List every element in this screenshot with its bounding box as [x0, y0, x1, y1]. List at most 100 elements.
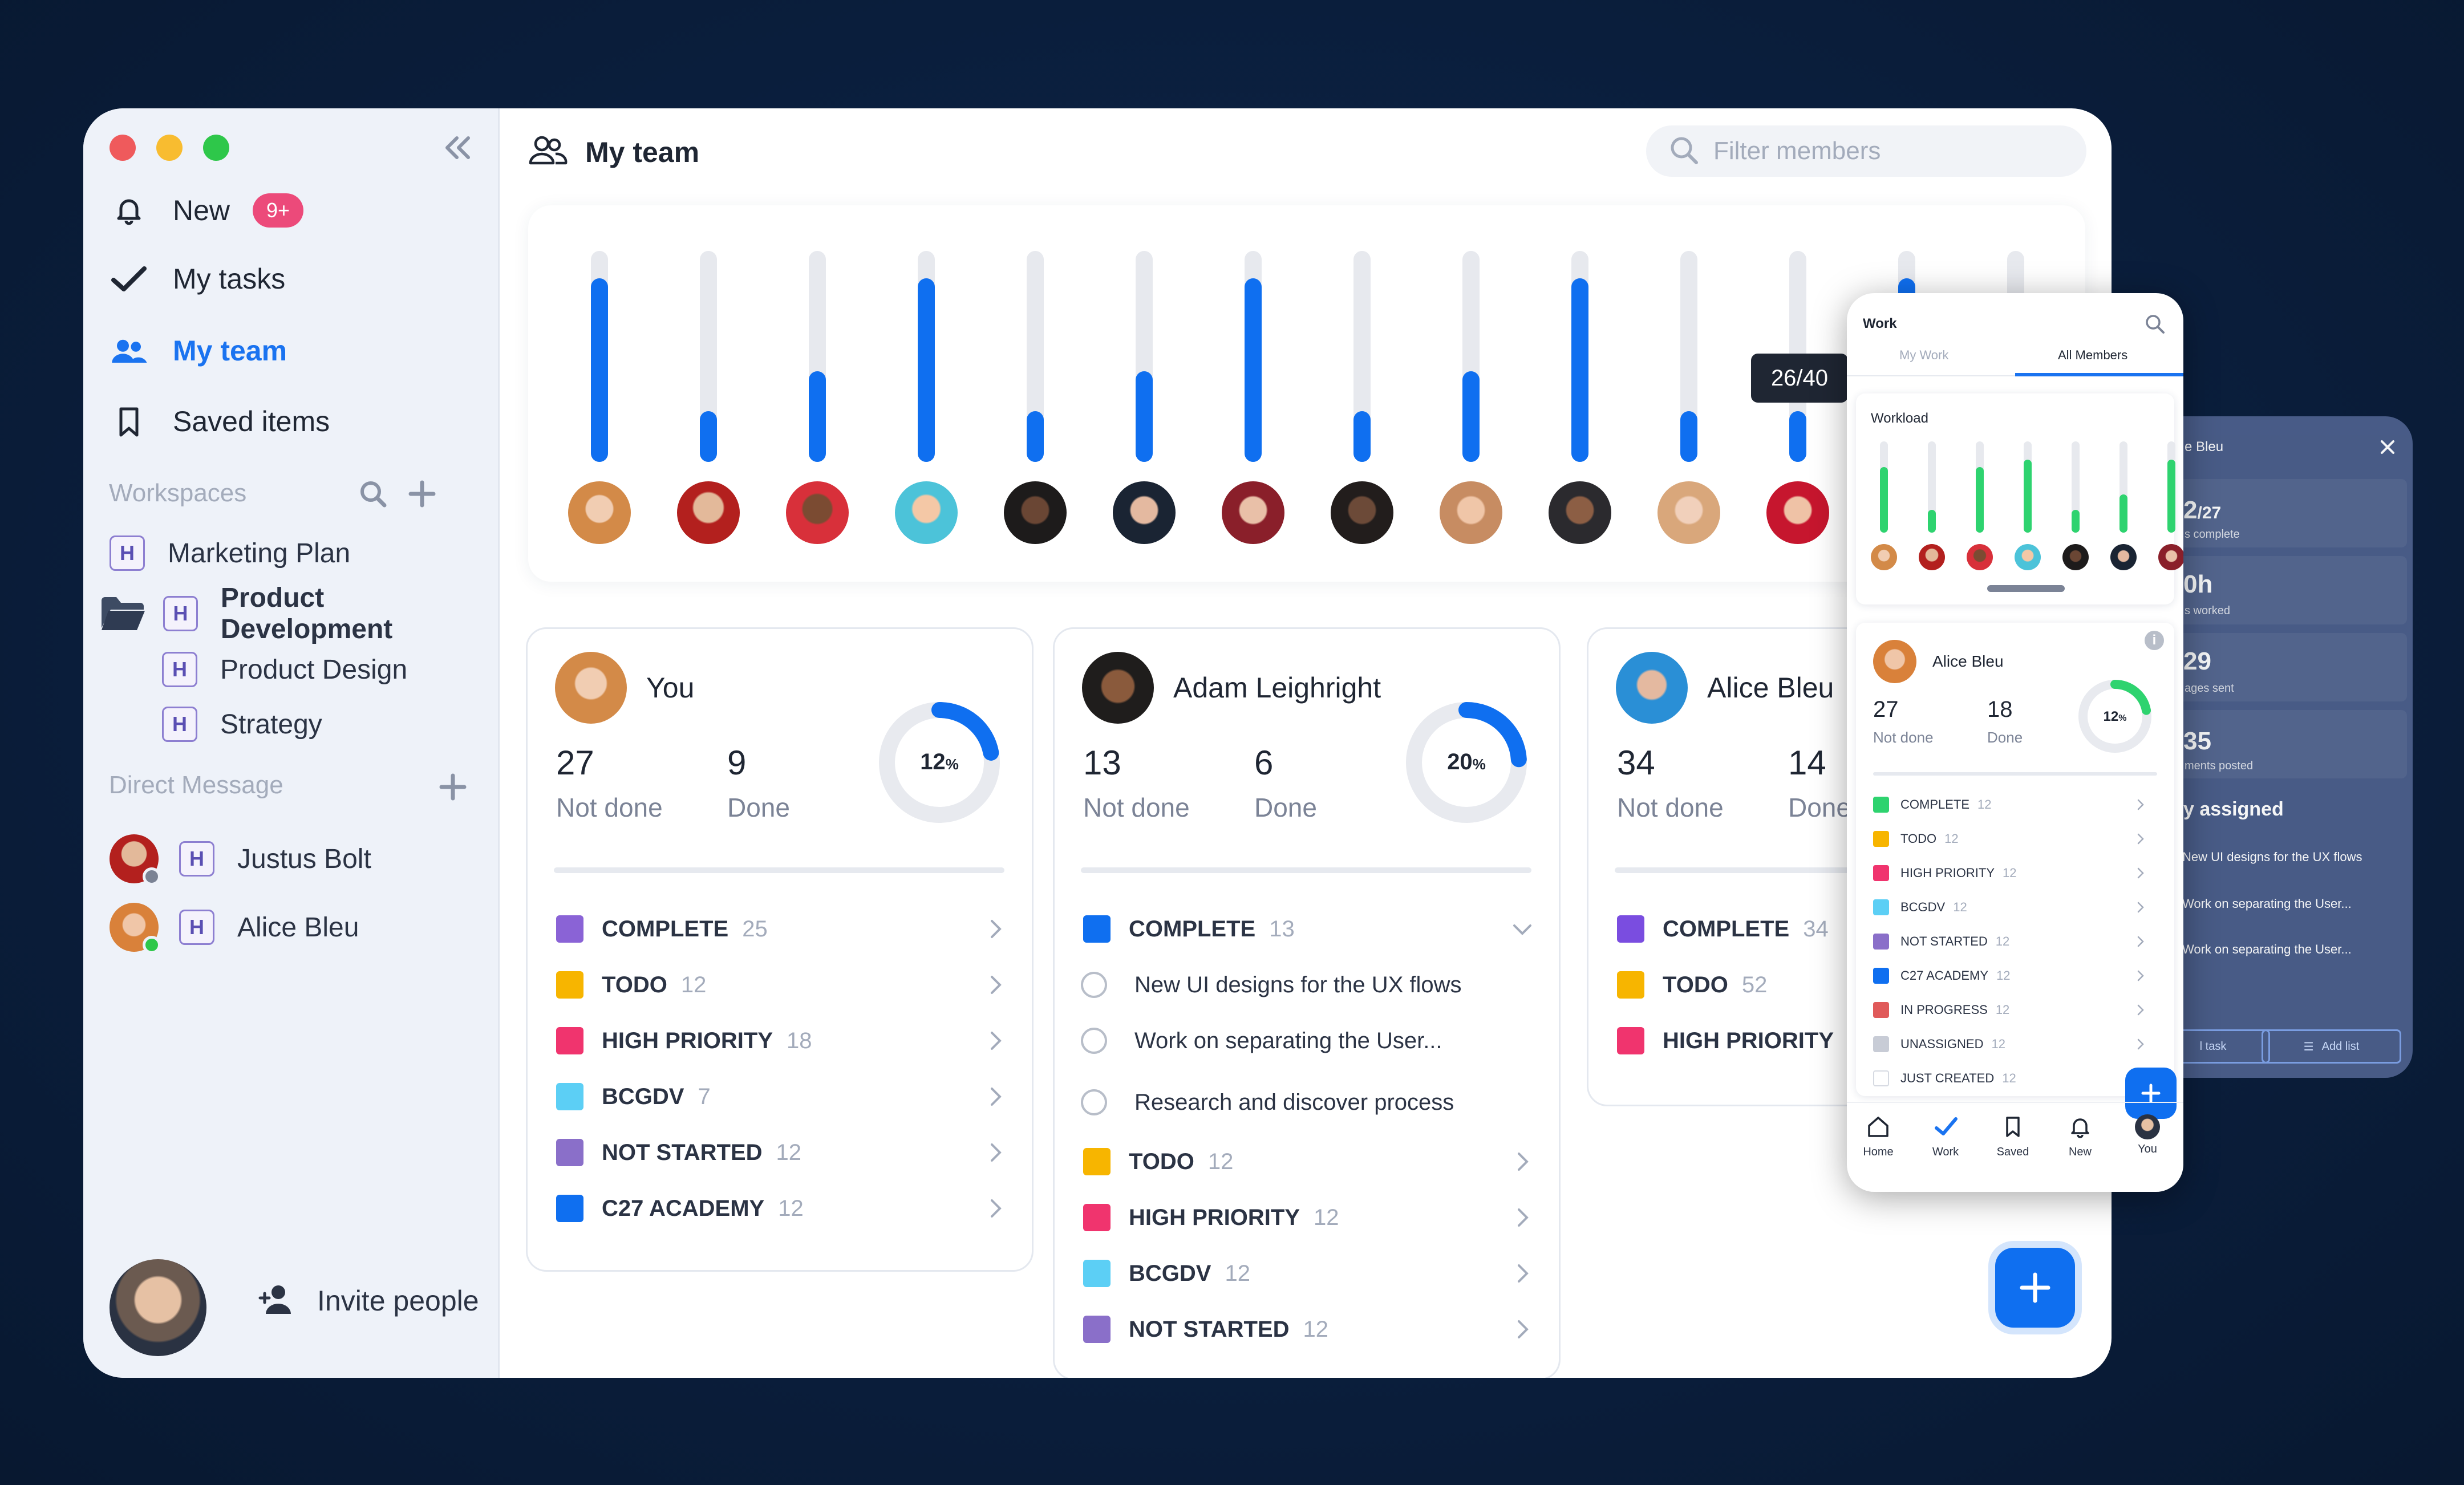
member-avatar[interactable] [895, 481, 958, 544]
member-avatar[interactable] [1440, 481, 1502, 544]
invite-people-button[interactable]: Invite people [254, 1282, 479, 1319]
workload-bar[interactable] [1571, 278, 1588, 462]
mini-workload-bar[interactable] [1976, 467, 1984, 533]
mobile-nav-work[interactable]: Work [1914, 1114, 1977, 1159]
add-button[interactable] [1995, 1248, 2075, 1328]
assigned-task[interactable]: New UI designs for the UX flows [2182, 850, 2362, 864]
add-direct-message-icon[interactable] [437, 771, 469, 809]
member-avatar[interactable] [1657, 481, 1720, 544]
search-icon[interactable] [2143, 313, 2166, 338]
status-row[interactable]: COMPLETE 12 [1873, 792, 2147, 818]
task-checkbox[interactable] [1081, 1028, 1107, 1054]
status-row-complete-expanded[interactable]: COMPLETE 13 [1083, 912, 1534, 946]
mobile-nav-saved[interactable]: Saved [1981, 1114, 2044, 1159]
mini-workload-bar[interactable] [2072, 510, 2080, 533]
filter-members-search[interactable] [1646, 125, 2086, 177]
mini-workload-bar[interactable] [2167, 460, 2175, 533]
workload-bar[interactable] [1462, 371, 1480, 462]
mini-workload-bar[interactable] [1880, 467, 1888, 533]
workload-bar[interactable] [1027, 411, 1044, 462]
workload-bar[interactable] [1353, 411, 1371, 462]
member-avatar[interactable] [1967, 544, 1993, 570]
add-list-button[interactable]: ☰ Add list [2262, 1029, 2401, 1064]
task-item[interactable]: Work on separating the User... [1081, 1024, 1442, 1058]
status-row[interactable]: C27 ACADEMY 12 [556, 1191, 1007, 1226]
member-avatar[interactable] [2158, 544, 2183, 570]
workload-bar[interactable] [809, 371, 826, 462]
status-row[interactable]: TODO 12 [1873, 826, 2147, 852]
mini-workload-bar[interactable] [1928, 510, 1936, 533]
status-row[interactable]: BCGDV 12 [1083, 1256, 1534, 1291]
task-item[interactable]: Research and discover process [1081, 1085, 1454, 1119]
nav-new[interactable]: New 9+ [109, 185, 304, 236]
mobile-member-card[interactable]: Alice Bleu i 27 Not done 18 Done 12% COM… [1856, 623, 2174, 1096]
task-checkbox[interactable] [1081, 1089, 1107, 1115]
search-workspaces-icon[interactable] [357, 478, 389, 516]
member-avatar[interactable] [1004, 481, 1067, 544]
status-row[interactable]: IN PROGRESS 12 [1873, 997, 2147, 1023]
workload-bar[interactable] [1789, 411, 1806, 462]
status-row[interactable]: TODO 12 [556, 968, 1007, 1002]
status-row[interactable]: BCGDV 12 [1873, 894, 2147, 920]
tab-all-members[interactable]: All Members [2058, 348, 2128, 362]
collapse-sidebar-icon[interactable] [437, 128, 477, 168]
dm-justus-bolt[interactable]: H Justus Bolt [110, 834, 371, 886]
workload-bar[interactable] [1136, 371, 1153, 462]
status-row[interactable]: COMPLETE 25 [556, 912, 1007, 946]
nav-saved-items[interactable]: Saved items [109, 396, 330, 447]
member-avatar[interactable] [1113, 481, 1176, 544]
mini-workload-bar[interactable] [2024, 460, 2032, 533]
drag-handle[interactable] [1987, 585, 2065, 592]
dm-alice-bleu[interactable]: H Alice Bleu [110, 903, 359, 954]
status-row[interactable]: HIGH PRIORITY 12 [1083, 1200, 1534, 1235]
member-avatar[interactable] [1919, 544, 1945, 570]
workload-bar[interactable] [700, 411, 717, 462]
status-row[interactable]: NOT STARTED 12 [1873, 928, 2147, 955]
search-input[interactable] [1713, 137, 2056, 165]
mobile-add-button[interactable] [2125, 1068, 2177, 1119]
status-row[interactable]: HIGH PRIORITY2 [1617, 1024, 2068, 1058]
member-card-adam-leighright[interactable]: Adam Leighright 13 Not done 6 Done 20% C… [1053, 627, 1561, 1378]
nav-my-team[interactable]: My team [109, 325, 287, 376]
status-row[interactable]: C27 ACADEMY 12 [1873, 963, 2147, 989]
mobile-nav-new[interactable]: New [2049, 1114, 2112, 1159]
info-icon[interactable]: i [2145, 631, 2164, 650]
member-avatar[interactable] [2062, 544, 2089, 570]
member-avatar[interactable] [568, 481, 631, 544]
workspace-strategy[interactable]: H Strategy [162, 701, 322, 747]
status-row[interactable]: BCGDV 7 [556, 1080, 1007, 1114]
close-window-button[interactable] [110, 135, 136, 161]
member-avatar[interactable] [1222, 481, 1284, 544]
workspace-product-development[interactable]: H Product Development [100, 583, 498, 644]
status-row[interactable]: NOT STARTED 12 [1083, 1312, 1534, 1346]
current-user-avatar[interactable] [110, 1259, 206, 1356]
workspace-marketing-plan[interactable]: H Marketing Plan [110, 530, 350, 576]
maximize-window-button[interactable] [203, 135, 229, 161]
member-avatar[interactable] [677, 481, 740, 544]
add-workspace-icon[interactable] [406, 478, 438, 516]
member-avatar[interactable] [1871, 544, 1897, 570]
status-row[interactable]: NOT STARTED 12 [556, 1135, 1007, 1170]
assigned-task[interactable]: Work on separating the User... [2182, 942, 2352, 956]
status-row[interactable]: JUST CREATED 12 [1873, 1065, 2147, 1092]
member-card-you[interactable]: You 27 Not done 9 Done 12% COMPLETE 25 TOD… [526, 627, 1034, 1272]
assigned-task[interactable]: Work on separating the User... [2182, 896, 2352, 911]
workload-bar[interactable] [591, 278, 608, 462]
mobile-nav-home[interactable]: Home [1847, 1114, 1910, 1159]
status-row[interactable]: UNASSIGNED 12 [1873, 1031, 2147, 1057]
member-avatar[interactable] [2015, 544, 2041, 570]
status-row[interactable]: HIGH PRIORITY 18 [556, 1024, 1007, 1058]
task-checkbox[interactable] [1081, 972, 1107, 998]
workload-bar[interactable] [1245, 278, 1262, 462]
task-item[interactable]: New UI designs for the UX flows [1081, 968, 1462, 1002]
workload-bar[interactable] [918, 278, 935, 462]
mobile-nav-you[interactable]: You [2116, 1114, 2179, 1156]
status-row[interactable]: HIGH PRIORITY 12 [1873, 860, 2147, 886]
nav-my-tasks[interactable]: My tasks [109, 253, 285, 305]
workload-bar[interactable] [1680, 411, 1697, 462]
mini-workload-bar[interactable] [2119, 494, 2127, 533]
member-avatar[interactable] [1331, 481, 1393, 544]
minimize-window-button[interactable] [156, 135, 183, 161]
close-icon[interactable] [2376, 436, 2399, 459]
status-row[interactable]: COMPLETE 34 [1617, 912, 2068, 946]
